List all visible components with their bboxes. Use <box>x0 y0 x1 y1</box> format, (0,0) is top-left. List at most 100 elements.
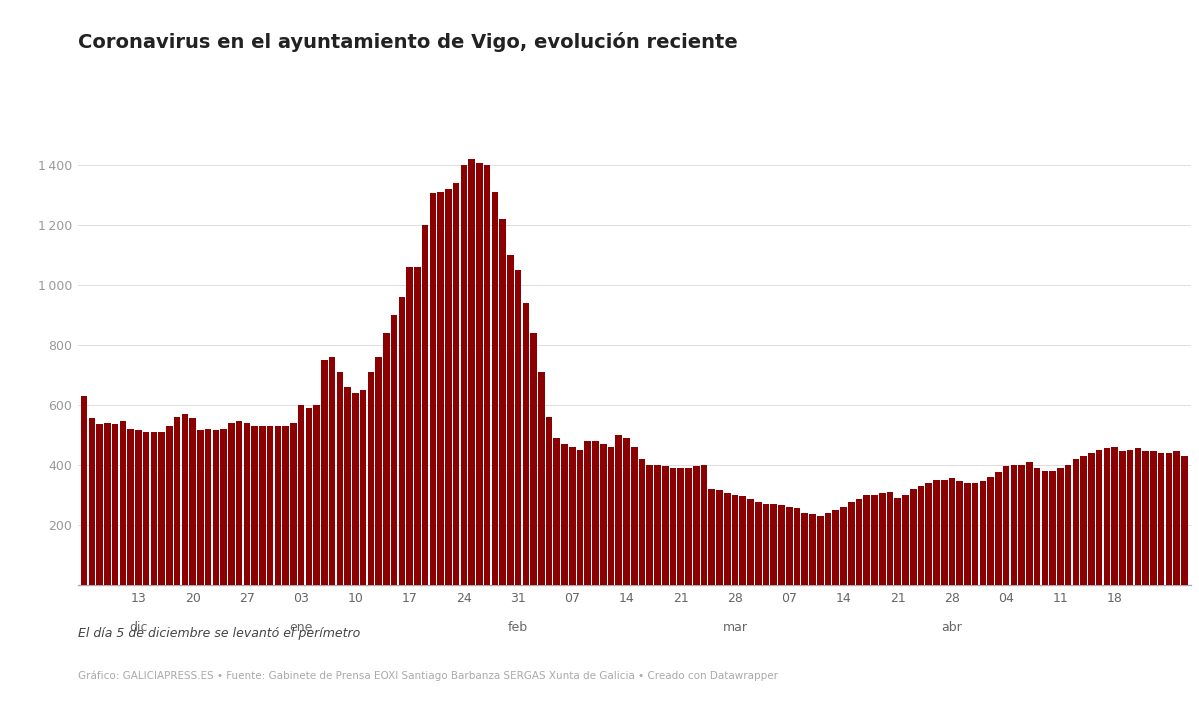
Bar <box>917 486 924 585</box>
Bar <box>321 360 327 585</box>
Bar <box>476 163 482 585</box>
Bar <box>89 418 95 585</box>
Bar <box>724 493 730 585</box>
Text: feb: feb <box>508 621 528 634</box>
Bar <box>570 447 576 585</box>
Bar <box>414 267 421 585</box>
Bar <box>1089 453 1095 585</box>
Bar <box>755 503 761 585</box>
Bar <box>546 417 553 585</box>
Bar <box>492 191 498 585</box>
Bar <box>794 508 800 585</box>
Bar <box>623 438 629 585</box>
Bar <box>483 164 490 585</box>
Bar <box>554 438 560 585</box>
Bar <box>236 421 242 585</box>
Bar <box>205 429 211 585</box>
Bar <box>1103 448 1110 585</box>
Bar <box>507 255 513 585</box>
Bar <box>112 425 119 585</box>
Bar <box>747 499 754 585</box>
Bar <box>926 483 932 585</box>
Bar <box>275 426 281 585</box>
Bar <box>189 418 195 585</box>
Bar <box>879 493 886 585</box>
Bar <box>469 159 475 585</box>
Bar <box>948 479 956 585</box>
Bar <box>685 468 692 585</box>
Bar <box>832 510 839 585</box>
Bar <box>677 468 685 585</box>
Bar <box>290 423 296 585</box>
Bar <box>267 426 273 585</box>
Bar <box>941 480 947 585</box>
Bar <box>1174 452 1180 585</box>
Bar <box>360 390 367 585</box>
Bar <box>1181 456 1188 585</box>
Bar <box>243 423 251 585</box>
Bar <box>120 421 126 585</box>
Bar <box>988 477 994 585</box>
Bar <box>608 447 614 585</box>
Bar <box>158 432 165 585</box>
Bar <box>375 357 381 585</box>
Bar <box>313 405 320 585</box>
Bar <box>1134 448 1141 585</box>
Bar <box>297 405 305 585</box>
Bar <box>577 450 584 585</box>
Bar <box>514 269 522 585</box>
Bar <box>422 225 428 585</box>
Bar <box>763 504 770 585</box>
Bar <box>1011 465 1017 585</box>
Bar <box>639 459 645 585</box>
Bar <box>771 504 777 585</box>
Bar <box>135 430 141 585</box>
Bar <box>655 465 661 585</box>
Bar <box>646 465 653 585</box>
Bar <box>716 491 723 585</box>
Bar <box>181 414 188 585</box>
Bar <box>382 333 390 585</box>
Bar <box>1143 452 1149 585</box>
Bar <box>980 481 987 585</box>
Bar <box>1080 456 1087 585</box>
Bar <box>902 495 909 585</box>
Bar <box>398 297 405 585</box>
Bar <box>840 507 846 585</box>
Bar <box>1158 453 1164 585</box>
Bar <box>252 426 258 585</box>
Bar <box>1065 465 1072 585</box>
Bar <box>817 516 824 585</box>
Bar <box>499 219 506 585</box>
Bar <box>809 515 815 585</box>
Bar <box>887 492 893 585</box>
Bar <box>429 194 436 585</box>
Bar <box>368 372 374 585</box>
Bar <box>1058 468 1064 585</box>
Bar <box>167 426 173 585</box>
Bar <box>957 481 963 585</box>
Bar <box>1002 467 1010 585</box>
Bar <box>337 372 343 585</box>
Bar <box>592 441 598 585</box>
Bar <box>863 495 870 585</box>
Bar <box>995 472 1001 585</box>
Bar <box>700 465 707 585</box>
Bar <box>670 468 676 585</box>
Text: El día 5 de diciembre se levantó el perímetro: El día 5 de diciembre se levantó el perí… <box>78 627 360 640</box>
Bar <box>391 315 397 585</box>
Bar <box>801 513 808 585</box>
Bar <box>197 430 204 585</box>
Bar <box>1127 450 1133 585</box>
Bar <box>282 426 289 585</box>
Bar <box>530 333 537 585</box>
Bar <box>538 372 544 585</box>
Bar <box>561 444 568 585</box>
Bar <box>631 447 638 585</box>
Text: ene: ene <box>289 621 313 634</box>
Bar <box>1042 471 1048 585</box>
Bar <box>600 444 607 585</box>
Bar <box>1119 452 1126 585</box>
Bar <box>848 503 855 585</box>
Text: mar: mar <box>723 621 747 634</box>
